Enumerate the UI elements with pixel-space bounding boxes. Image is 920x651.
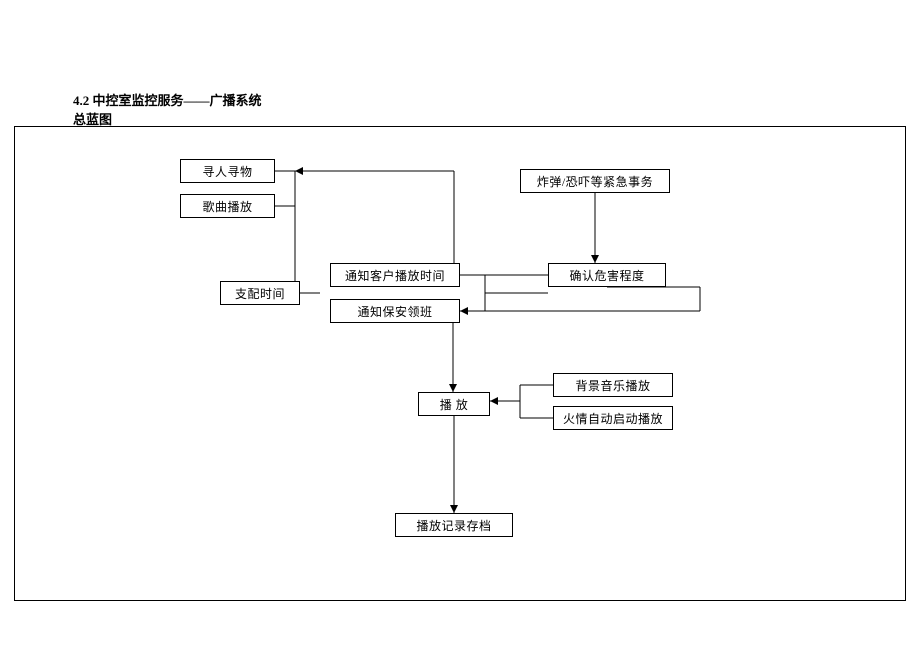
- node-n_alloc: 支配时间: [220, 281, 300, 305]
- node-n_play: 播 放: [418, 392, 490, 416]
- node-n_notify_s: 通知保安领班: [330, 299, 460, 323]
- node-n_emerg: 炸弹/恐吓等紧急事务: [520, 169, 670, 193]
- node-n_danger: 确认危害程度: [548, 263, 666, 287]
- node-n_archive: 播放记录存档: [395, 513, 513, 537]
- node-n_fire: 火情自动启动播放: [553, 406, 673, 430]
- node-n_notify_c: 通知客户播放时间: [330, 263, 460, 287]
- diagram-title: 4.2 中控室监控服务——广播系统 总蓝图: [73, 90, 262, 128]
- title-main: 4.2 中控室监控服务——广播系统: [73, 90, 262, 109]
- node-n_find: 寻人寻物: [180, 159, 275, 183]
- node-n_bgm: 背景音乐播放: [553, 373, 673, 397]
- node-n_song: 歌曲播放: [180, 194, 275, 218]
